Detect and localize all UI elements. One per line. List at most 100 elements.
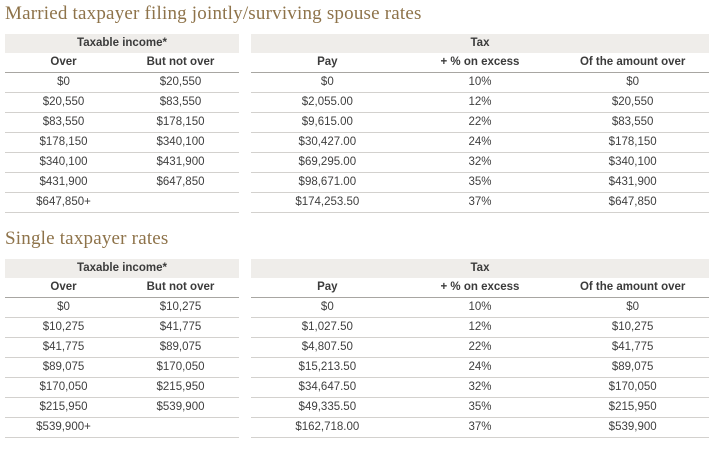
table-row: $539,900+	[5, 417, 239, 438]
table-body: $0 10% $0 $2,055.00 12% $20,550 $9,615.00 22% $8…	[251, 72, 709, 213]
page: Married taxpayer filing jointly/survivin…	[5, 3, 714, 438]
table-head: Tax Pay + % on excess Of the amount over	[251, 34, 709, 73]
table-cell: $10,275	[122, 297, 239, 318]
column-header-of-the-amount-over: Of the amount over	[556, 278, 709, 298]
table-row: $4,807.50 22% $41,775	[251, 337, 709, 358]
column-header-pay: Pay	[251, 278, 404, 298]
table-cell: 22%	[403, 337, 557, 358]
table-cell: $0	[5, 72, 122, 93]
table-cell: $0	[251, 297, 404, 318]
married-tax-table: Tax Pay + % on excess Of the amount over…	[251, 34, 709, 213]
table-cell: 12%	[403, 317, 557, 338]
table-row: $170,050 $215,950	[5, 377, 239, 398]
group-header-tax: Tax	[251, 259, 709, 278]
table-cell: $98,671.00	[251, 172, 404, 193]
table-cell: 24%	[403, 357, 557, 378]
table-row: $0 10% $0	[251, 297, 709, 318]
table-row: $215,950 $539,900	[5, 397, 239, 418]
table-cell: $83,550	[5, 112, 122, 133]
table-cell: 35%	[403, 172, 557, 193]
table-cell: $215,950	[122, 377, 239, 398]
column-header-row: Pay + % on excess Of the amount over	[251, 278, 709, 298]
table-cell: $15,213.50	[251, 357, 404, 378]
table-cell: $41,775	[5, 337, 122, 358]
table-cell: $41,775	[556, 337, 709, 358]
table-cell: 10%	[403, 72, 557, 93]
table-row: $0 10% $0	[251, 72, 709, 93]
group-header-row: Taxable income*	[5, 259, 239, 278]
table-row: $98,671.00 35% $431,900	[251, 172, 709, 193]
table-cell: 35%	[403, 397, 557, 418]
group-header-row: Tax	[251, 34, 709, 53]
table-cell: $170,050	[5, 377, 122, 398]
table-cell: 12%	[403, 92, 557, 113]
column-header-row: Over But not over	[5, 53, 239, 73]
table-row: $34,647.50 32% $170,050	[251, 377, 709, 398]
section-title-single: Single taxpayer rates	[5, 228, 169, 249]
table-cell	[122, 192, 239, 213]
column-header-but-not-over: But not over	[122, 278, 239, 298]
table-cell: $178,150	[5, 132, 122, 153]
tables-row-married: Taxable income* Over But not over $0 $20,…	[5, 34, 714, 213]
column-header-percent-on-excess: + % on excess	[403, 53, 557, 73]
column-header-over: Over	[5, 278, 122, 298]
column-header-percent-on-excess: + % on excess	[403, 278, 557, 298]
table-cell: $0	[5, 297, 122, 318]
table-cell: $89,075	[5, 357, 122, 378]
table-row: $89,075 $170,050	[5, 357, 239, 378]
column-header-row: Over But not over	[5, 278, 239, 298]
table-cell: $215,950	[556, 397, 709, 418]
table-row: $1,027.50 12% $10,275	[251, 317, 709, 338]
table-row: $340,100 $431,900	[5, 152, 239, 173]
table-row: $647,850+	[5, 192, 239, 213]
column-header-of-the-amount-over: Of the amount over	[556, 53, 709, 73]
table-cell: $215,950	[5, 397, 122, 418]
column-header-but-not-over: But not over	[122, 53, 239, 73]
table-cell: $2,055.00	[251, 92, 404, 113]
column-header-over: Over	[5, 53, 122, 73]
table-cell: $431,900	[556, 172, 709, 193]
table-row: $0 $20,550	[5, 72, 239, 93]
table-cell: $41,775	[122, 317, 239, 338]
table-row: $9,615.00 22% $83,550	[251, 112, 709, 133]
section-married-rates: Married taxpayer filing jointly/survivin…	[5, 3, 714, 213]
table-row: $0 $10,275	[5, 297, 239, 318]
table-row: $69,295.00 32% $340,100	[251, 152, 709, 173]
table-cell: $10,275	[556, 317, 709, 338]
table-cell: $647,850	[122, 172, 239, 193]
table-head: Tax Pay + % on excess Of the amount over	[251, 259, 709, 298]
table-row: $15,213.50 24% $89,075	[251, 357, 709, 378]
table-head: Taxable income* Over But not over	[5, 259, 239, 298]
table-cell: 37%	[403, 192, 557, 213]
table-cell: $89,075	[556, 357, 709, 378]
table-cell	[122, 417, 239, 438]
table-cell: $89,075	[122, 337, 239, 358]
group-header-tax: Tax	[251, 34, 709, 53]
table-cell: $0	[556, 297, 709, 318]
table-cell: $49,335.50	[251, 397, 404, 418]
table-cell: $34,647.50	[251, 377, 404, 398]
table-cell: $647,850	[556, 192, 709, 213]
table-cell: $10,275	[5, 317, 122, 338]
table-cell: 32%	[403, 377, 557, 398]
table-row: $41,775 $89,075	[5, 337, 239, 358]
table-cell: $539,900+	[5, 417, 122, 438]
group-header-taxable-income: Taxable income*	[5, 259, 239, 278]
table-cell: 22%	[403, 112, 557, 133]
table-cell: $170,050	[122, 357, 239, 378]
group-header-row: Taxable income*	[5, 34, 239, 53]
table-cell: $431,900	[5, 172, 122, 193]
table-cell: $178,150	[122, 112, 239, 133]
table-cell: 24%	[403, 132, 557, 153]
table-row: $162,718.00 37% $539,900	[251, 417, 709, 438]
married-taxable-income-table: Taxable income* Over But not over $0 $20,…	[5, 34, 239, 213]
table-row: $178,150 $340,100	[5, 132, 239, 153]
group-header-taxable-income: Taxable income*	[5, 34, 239, 53]
table-body: $0 $10,275 $10,275 $41,775 $41,775 $89,075 $89…	[5, 297, 239, 438]
table-row: $20,550 $83,550	[5, 92, 239, 113]
table-cell: 32%	[403, 152, 557, 173]
table-cell: $30,427.00	[251, 132, 404, 153]
table-cell: $340,100	[5, 152, 122, 173]
table-cell: $20,550	[122, 72, 239, 93]
table-cell: $539,900	[122, 397, 239, 418]
